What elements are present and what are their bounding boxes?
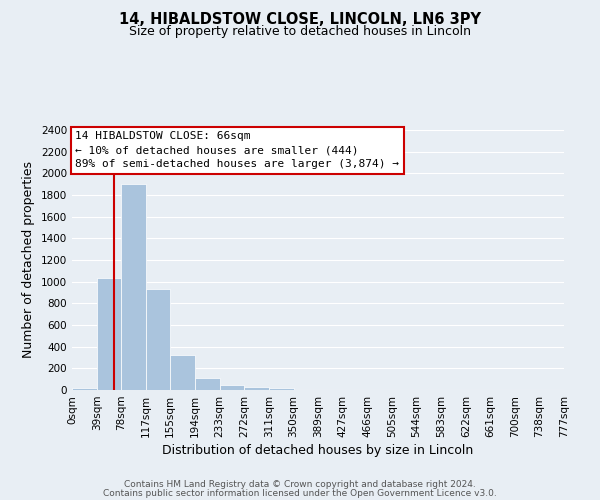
Text: Contains public sector information licensed under the Open Government Licence v3: Contains public sector information licen… xyxy=(103,488,497,498)
Bar xyxy=(146,289,170,390)
Text: Size of property relative to detached houses in Lincoln: Size of property relative to detached ho… xyxy=(129,25,471,38)
Text: 14 HIBALDSTOW CLOSE: 66sqm
← 10% of detached houses are smaller (444)
89% of sem: 14 HIBALDSTOW CLOSE: 66sqm ← 10% of deta… xyxy=(75,131,399,169)
Y-axis label: Number of detached properties: Number of detached properties xyxy=(22,162,35,358)
X-axis label: Distribution of detached houses by size in Lincoln: Distribution of detached houses by size … xyxy=(163,444,473,457)
Bar xyxy=(97,278,121,390)
Bar xyxy=(195,378,220,390)
Text: Contains HM Land Registry data © Crown copyright and database right 2024.: Contains HM Land Registry data © Crown c… xyxy=(124,480,476,489)
Text: 14, HIBALDSTOW CLOSE, LINCOLN, LN6 3PY: 14, HIBALDSTOW CLOSE, LINCOLN, LN6 3PY xyxy=(119,12,481,28)
Bar xyxy=(170,356,195,390)
Bar xyxy=(220,384,244,390)
Bar xyxy=(244,387,269,390)
Bar xyxy=(72,388,97,390)
Bar xyxy=(269,388,293,390)
Bar xyxy=(121,184,146,390)
